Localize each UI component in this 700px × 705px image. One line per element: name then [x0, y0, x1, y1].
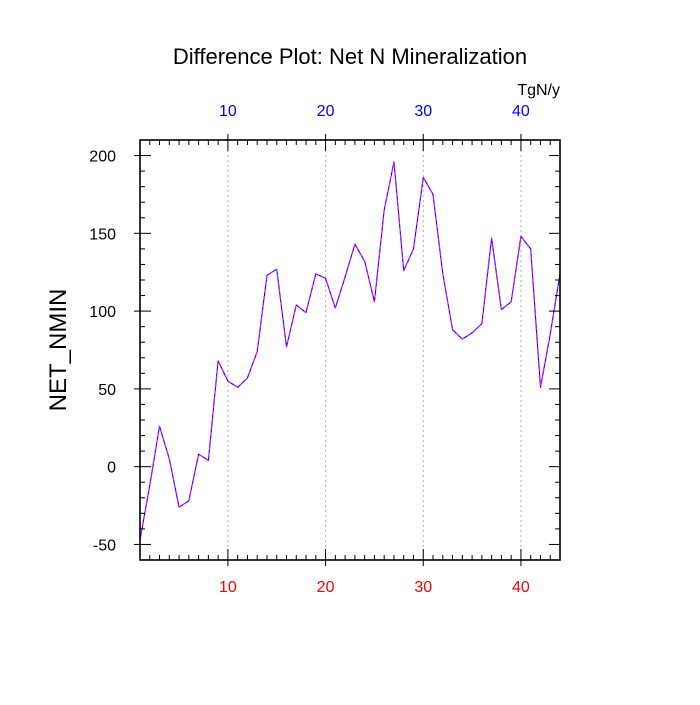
x-tick-label-top: 10 [219, 103, 237, 120]
x-tick-label-bottom: 10 [219, 579, 237, 596]
top-axis-unit: TgN/y [517, 82, 560, 99]
y-tick-label: -50 [93, 537, 116, 554]
y-tick-label: 100 [89, 304, 116, 321]
x-tick-label-top: 30 [414, 103, 432, 120]
series-layer [139, 161, 561, 540]
y-tick-label: 200 [89, 149, 116, 166]
y-tick-label: 150 [89, 226, 116, 243]
x-tick-label-bottom: 40 [512, 579, 530, 596]
x-tick-label-top: 20 [317, 103, 335, 120]
plot-frame [139, 139, 561, 561]
series-line-b [139, 161, 561, 540]
y-tick-label: 50 [98, 382, 116, 399]
axis-layer: 10 20 30 40 10 20 30 40 -50 0 50 100 150 200 [89, 103, 561, 596]
chart-title: Difference Plot: Net N Mineralization [173, 44, 527, 69]
grid-layer [227, 140, 522, 560]
y-tick-label: 0 [107, 460, 116, 477]
y-axis-label: NET_NMIN [45, 289, 72, 412]
series-line-a [139, 161, 561, 540]
x-tick-label-top: 40 [512, 103, 530, 120]
x-tick-label-bottom: 20 [317, 579, 335, 596]
x-tick-label-bottom: 30 [414, 579, 432, 596]
